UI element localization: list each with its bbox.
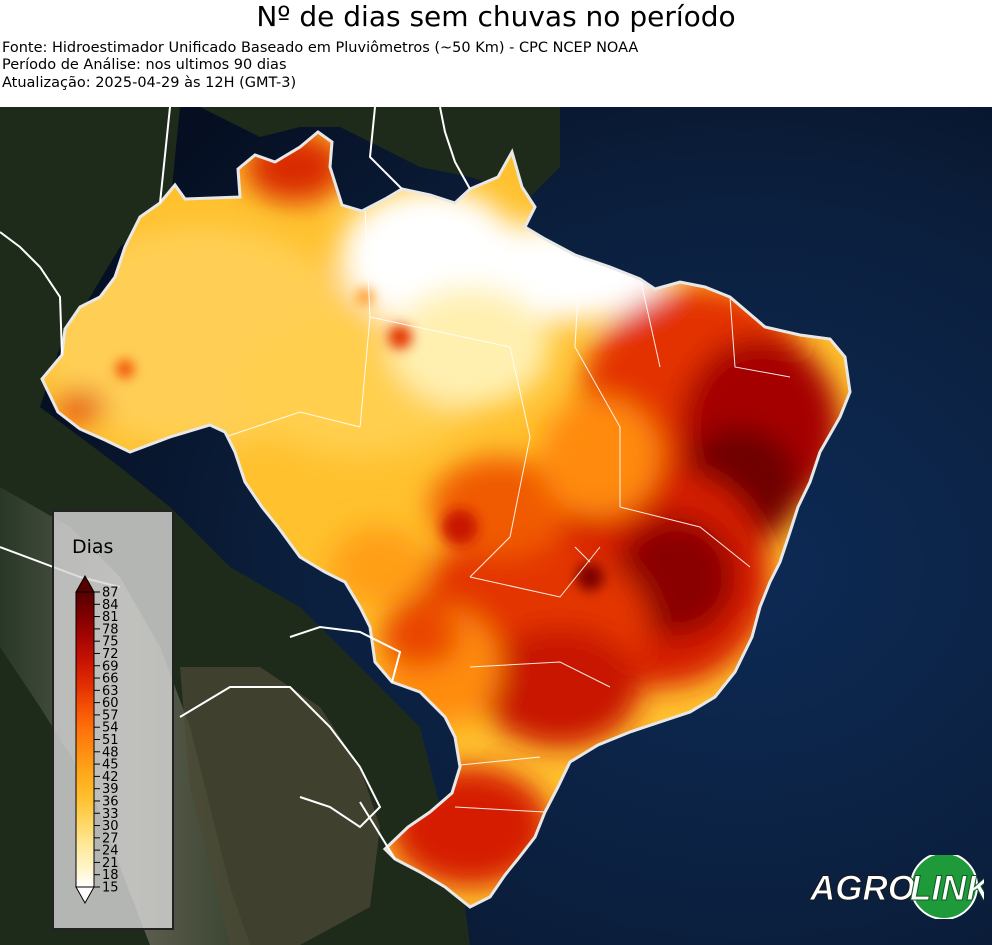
source-text: Fonte: Hidroestimador Unificado Baseado … — [2, 40, 639, 56]
logo-text-left: AGRO — [809, 869, 915, 908]
continent-landmass — [0, 107, 560, 197]
period-text: Período de Análise: nos ultimos 90 dias — [2, 57, 287, 73]
colorbar-min-extend — [75, 886, 95, 905]
colorbar-tick-label: 30 — [102, 819, 119, 834]
colorbar: 8784817875726966636057545148454239363330… — [75, 574, 119, 905]
colorbar-legend: Dias 87 84 81 78 75 72 69 66 63 60 57 54 51 48 45 42 39 3… — [52, 510, 174, 930]
colorbar-tick-label: 45 — [102, 758, 119, 773]
colorbar-tick-label: 81 — [102, 610, 119, 625]
colorbar-body — [75, 591, 95, 888]
legend-title: Dias — [72, 536, 114, 558]
map-title: Nº de dias sem chuvas no período — [256, 0, 736, 33]
update-text: Atualização: 2025-04-29 às 12H (GMT-3) — [2, 75, 297, 91]
colorbar-tick-label: 87 — [102, 586, 119, 601]
colorbar-tick-label: 72 — [102, 647, 119, 662]
colorbar-tick-label: 69 — [102, 659, 119, 674]
colorbar-tick-label: 57 — [102, 708, 119, 723]
colorbar-tick-label: 21 — [102, 856, 119, 871]
map-canvas — [0, 107, 992, 945]
colorbar-tick-label: 51 — [102, 733, 119, 748]
state-borders — [224, 206, 791, 813]
colorbar-max-extend — [75, 574, 95, 593]
colorbar-tick-label: 42 — [102, 770, 119, 785]
colorbar-tick-label: 39 — [102, 782, 119, 797]
colorbar-tick-label: 36 — [102, 794, 119, 809]
colorbar-tick-label: 63 — [102, 684, 119, 699]
agrolink-logo: AGRO LINK — [809, 855, 984, 919]
colorbar-tick-label: 66 — [102, 672, 119, 687]
colorbar-tick-label: 15 — [102, 881, 119, 896]
colorbar-tick-label: 75 — [102, 635, 119, 650]
colorbar-tick-label: 27 — [102, 831, 119, 846]
colorbar-tick-label: 33 — [102, 807, 119, 822]
chaco-region — [180, 667, 380, 945]
colorbar-tick-label: 18 — [102, 868, 119, 883]
colorbar-tick-label: 60 — [102, 696, 119, 711]
logo-text-right: LINK — [910, 869, 984, 908]
colorbar-tick-label: 54 — [102, 721, 119, 736]
colorbar-tick-label: 24 — [102, 844, 119, 859]
colorbar-tick-label: 84 — [102, 598, 119, 613]
colorbar-tick-label: 48 — [102, 745, 119, 760]
colorbar-tick-label: 78 — [102, 622, 119, 637]
